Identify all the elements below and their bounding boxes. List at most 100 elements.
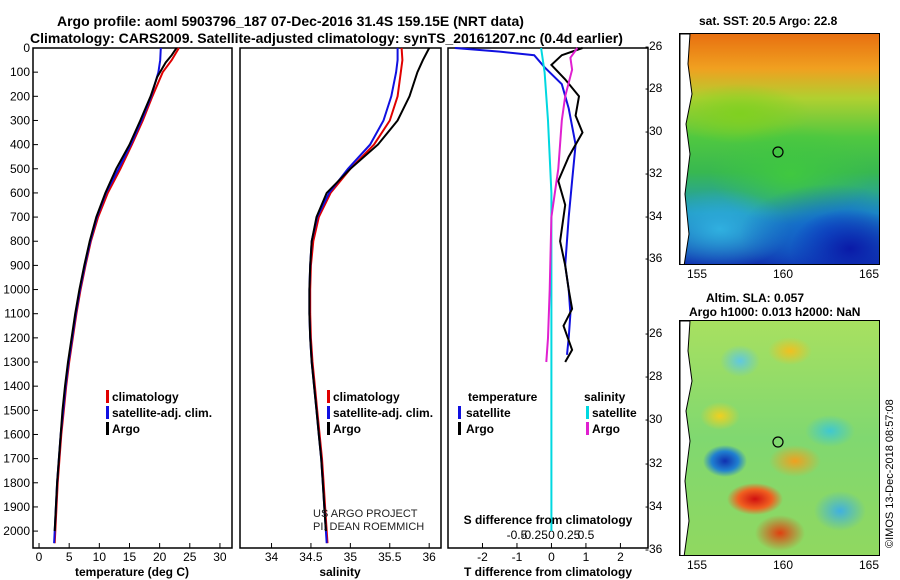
series-line xyxy=(549,47,584,363)
sla-map xyxy=(679,320,880,556)
x-tick-label: 30 xyxy=(213,550,227,564)
series-line xyxy=(540,47,553,532)
temperature-plot-frame xyxy=(32,47,233,549)
x-top-tick-label: -0.25 xyxy=(521,528,549,542)
depth-tick-label: 800 xyxy=(10,234,30,248)
series-line xyxy=(53,47,178,532)
difference-legend: temperature satellite Argo salinity sate… xyxy=(458,390,637,436)
lat-tick-label: -28 xyxy=(645,369,663,384)
credit-project: US ARGO PROJECT xyxy=(313,508,418,520)
x-tick-label: 35 xyxy=(344,550,358,564)
depth-tick-label: 1200 xyxy=(3,331,30,345)
x-tick-label: -2 xyxy=(477,550,488,564)
sla-coastline xyxy=(680,321,784,555)
difference-series xyxy=(454,47,584,532)
x-tick-label: 10 xyxy=(93,550,107,564)
x-tick-label: 0 xyxy=(36,550,43,564)
argo-position-marker xyxy=(772,436,784,448)
temperature-legend: climatology satellite-adj. clim. Argo xyxy=(106,390,212,436)
x-tick-label: 25 xyxy=(183,550,197,564)
legend-label: Argo xyxy=(112,422,140,436)
lat-tick-label: -34 xyxy=(645,208,663,223)
legend-label: satellite-adj. clim. xyxy=(333,406,433,420)
lon-tick-label: 155 xyxy=(687,267,708,281)
sla-map-title-line2: Argo h1000: 0.013 h2000: NaN xyxy=(689,305,861,319)
x-tick-label: 0 xyxy=(548,550,555,564)
lon-tick-label: 165 xyxy=(859,267,880,281)
depth-axis: 0 100 200 300 400 500 600 700 800 900 1000 1100 1200… xyxy=(3,41,453,538)
depth-tick-label: 600 xyxy=(10,186,30,200)
depth-tick-label: 1700 xyxy=(3,452,30,466)
legend-swatch-climatology xyxy=(327,390,330,403)
argo-position-marker xyxy=(772,146,784,158)
depth-tick-label: 300 xyxy=(10,113,30,127)
salinity-x-axis: 34 34.5 35 35.5 36 xyxy=(265,543,436,564)
lon-tick-label: 155 xyxy=(687,558,708,572)
sla-map-title-line1: Altim. SLA: 0.057 xyxy=(706,291,805,305)
figure-title-line1: Argo profile: aoml 5903796_187 07-Dec-20… xyxy=(57,13,524,29)
legend-label: climatology xyxy=(112,390,179,404)
legend-swatch-s-satellite xyxy=(586,406,589,419)
depth-tick-label: 1100 xyxy=(4,307,30,321)
legend-label: climatology xyxy=(333,390,400,404)
lat-tick-label: -34 xyxy=(645,498,663,513)
x-tick-label: -1 xyxy=(512,550,523,564)
series-line xyxy=(545,47,579,363)
sst-map-title: sat. SST: 20.5 Argo: 22.8 xyxy=(699,14,838,28)
legend-label: satellite-adj. clim. xyxy=(112,406,212,420)
depth-tick-label: 1300 xyxy=(3,355,30,369)
lat-tick-label: -26 xyxy=(645,39,663,53)
difference-xlabel-top: S difference from climatology xyxy=(464,513,633,527)
series-line xyxy=(454,47,577,355)
lon-tick-label: 160 xyxy=(773,558,794,572)
x-tick-label: 20 xyxy=(153,550,167,564)
depth-tick-label: 900 xyxy=(10,258,30,272)
salinity-plot-frame xyxy=(239,47,442,549)
x-tick-label: 15 xyxy=(123,550,137,564)
salinity-legend: climatology satellite-adj. clim. Argo xyxy=(327,390,433,436)
depth-tick-label: 1400 xyxy=(3,379,30,393)
depth-tick-label: 400 xyxy=(10,138,30,152)
lat-tick-label: -28 xyxy=(645,81,663,96)
x-tick-label: 5 xyxy=(66,550,73,564)
legend-swatch-s-argo xyxy=(586,422,589,435)
legend-label: satellite xyxy=(592,406,637,420)
depth-tick-label: 1900 xyxy=(3,500,30,514)
legend-swatch-satellite xyxy=(106,406,109,419)
legend-label: Argo xyxy=(592,422,620,436)
salinity-panel: 34 34.5 35 35.5 36 salinity xyxy=(239,47,442,579)
depth-tick-label: 1500 xyxy=(3,403,30,417)
depth-tick-label: 0 xyxy=(23,41,30,55)
x-top-tick-label: -0.5 xyxy=(507,528,528,542)
legend-label: Argo xyxy=(466,422,494,436)
lat-tick-label: -30 xyxy=(645,123,663,138)
lon-tick-label: 160 xyxy=(773,267,794,281)
lat-tick-label: -36 xyxy=(645,251,663,265)
difference-x-axis: -2 -1 0 1 2-0.5-0.25 0 0.250.5 xyxy=(477,528,624,564)
depth-tick-label: 1000 xyxy=(3,283,30,297)
lat-tick-label: -32 xyxy=(645,455,663,470)
legend-heading-temperature: temperature xyxy=(468,390,538,404)
sst-map xyxy=(679,33,880,265)
x-tick-label: 34 xyxy=(265,550,279,564)
x-tick-label: 34.5 xyxy=(299,550,323,564)
depth-tick-label: 700 xyxy=(10,210,30,224)
salinity-xlabel: salinity xyxy=(319,565,361,579)
temperature-x-axis: 0 5 10 15 20 25 30 xyxy=(36,543,227,564)
legend-label: satellite xyxy=(466,406,511,420)
legend-swatch-argo xyxy=(106,422,109,435)
x-tick-label: 35.5 xyxy=(378,550,402,564)
lon-tick-label: 165 xyxy=(859,558,880,572)
difference-panel: -2 -1 0 1 2-0.5-0.25 0 0.250.5 T difference fr… xyxy=(447,47,649,579)
depth-tick-label: 500 xyxy=(10,162,30,176)
x-top-tick-label: 0.25 xyxy=(557,528,581,542)
depth-tick-label: 200 xyxy=(10,89,30,103)
lat-tick-label: -32 xyxy=(645,166,663,181)
temperature-xlabel: temperature (deg C) xyxy=(75,565,189,579)
depth-tick-label: 1800 xyxy=(3,476,30,490)
legend-label: Argo xyxy=(333,422,361,436)
series-line xyxy=(308,47,431,532)
legend-swatch-argo xyxy=(327,422,330,435)
credit-pi: PI: DEAN ROEMMICH xyxy=(313,521,424,533)
